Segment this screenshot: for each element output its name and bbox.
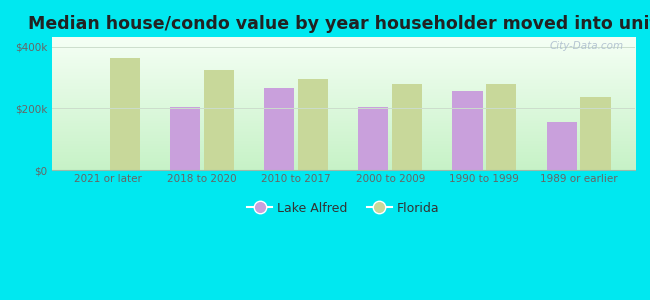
Bar: [204, 70, 234, 170]
Bar: [170, 107, 200, 170]
Bar: [452, 92, 482, 170]
Legend: Lake Alfred, Florida: Lake Alfred, Florida: [242, 197, 444, 220]
Bar: [392, 84, 422, 170]
Title: Median house/condo value by year householder moved into unit: Median house/condo value by year househo…: [29, 15, 650, 33]
Bar: [547, 122, 577, 170]
Bar: [358, 107, 389, 170]
Bar: [264, 88, 294, 170]
Bar: [580, 97, 610, 170]
Bar: [298, 79, 328, 170]
Bar: [486, 84, 517, 170]
Bar: [110, 58, 140, 170]
Text: City-Data.com: City-Data.com: [549, 41, 623, 51]
